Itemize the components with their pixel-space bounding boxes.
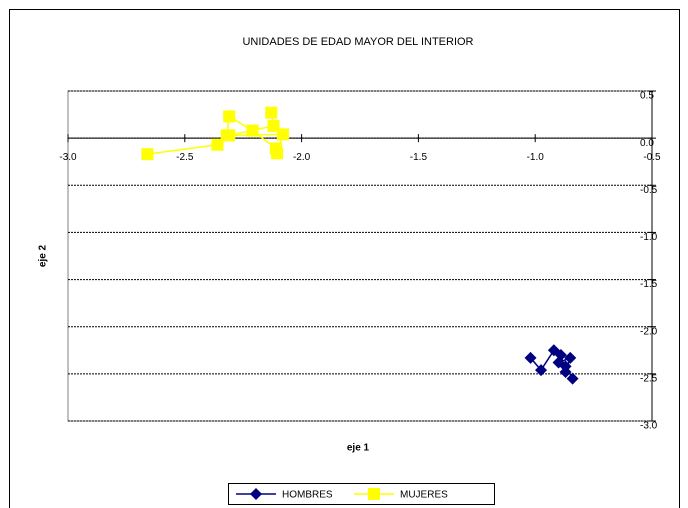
point: [564, 351, 577, 364]
point: [223, 129, 236, 142]
y-tick-label: 0.0: [640, 138, 654, 149]
point: [141, 148, 154, 161]
y-tick-label: -1.0: [640, 232, 658, 243]
x-tick-label: -1.0: [527, 152, 545, 163]
point: [535, 364, 548, 377]
y-tick-label: 0.5: [640, 91, 654, 102]
point: [267, 119, 280, 132]
plot-area: [67, 90, 653, 422]
point: [566, 372, 579, 385]
point: [559, 360, 572, 373]
point: [271, 147, 284, 160]
point: [524, 351, 537, 364]
x-tick-label: -1.5: [410, 152, 428, 163]
x-tick-label: -3.0: [59, 152, 77, 163]
x-tick-label: -2.0: [293, 152, 311, 163]
y-tick-label: -1.5: [640, 279, 658, 290]
legend-marker: [250, 488, 262, 500]
chart-title: UNIDADES DE EDAD MAYOR DEL INTERIOR: [242, 36, 473, 48]
legend-label: MUJERES: [400, 490, 448, 501]
y-tick-label: -0.5: [640, 185, 658, 196]
y-tick-label: -2.0: [640, 326, 658, 337]
x-tick-label: -2.5: [176, 152, 194, 163]
x-axis-title: eje 1: [347, 443, 370, 454]
point: [223, 110, 236, 123]
legend-marker: [368, 488, 380, 500]
y-axis-title: eje 2: [38, 244, 49, 267]
y-tick-label: -2.5: [640, 373, 658, 384]
point: [211, 138, 224, 151]
point: [246, 124, 259, 137]
point: [276, 128, 289, 141]
point: [265, 106, 278, 119]
y-tick-label: -3.0: [640, 421, 658, 432]
x-tick-label: -0.5: [643, 152, 661, 163]
legend-label: HOMBRES: [282, 490, 333, 501]
